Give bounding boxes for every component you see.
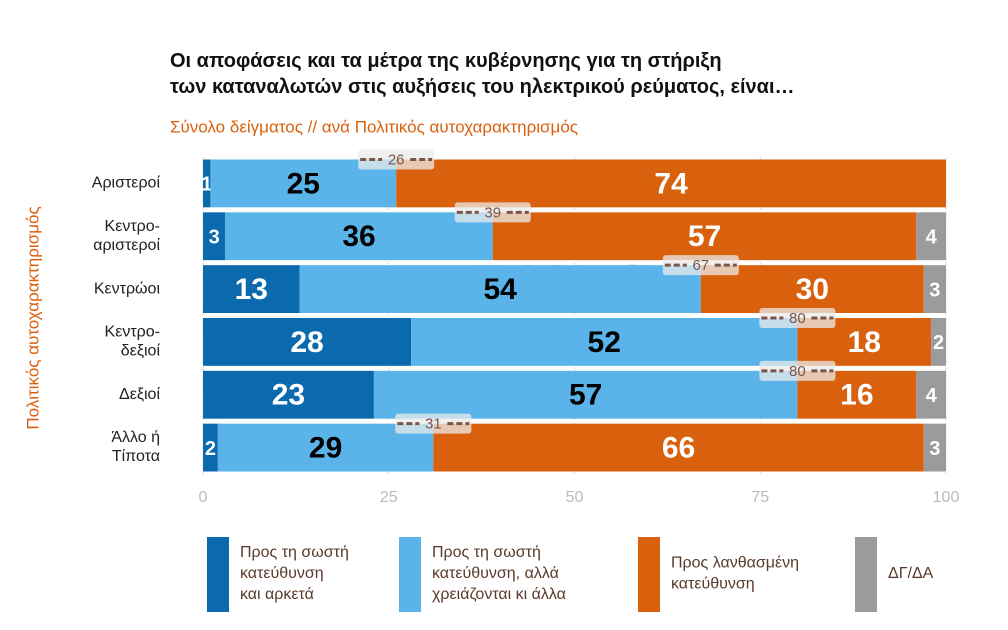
value-label: 4 <box>926 227 938 249</box>
sum-label-bg <box>454 202 531 223</box>
value-label: 13 <box>235 273 268 306</box>
value-label: 57 <box>569 379 602 412</box>
bar-segment <box>299 265 701 313</box>
bar-segment <box>203 423 218 472</box>
chart-title: Οι αποφάσεις και τα μέτρα της κυβέρνησης… <box>170 50 795 98</box>
bar-segment <box>203 265 300 313</box>
y-tick-label: Κεντρώοι <box>94 280 161 297</box>
legend-swatch <box>399 537 421 612</box>
sum-label-bg <box>662 255 739 276</box>
bar-segment <box>916 212 946 261</box>
sum-label: 39 <box>484 204 501 221</box>
bar-segment <box>923 265 946 313</box>
y-tick-label: Κεντρο-δεξιοί <box>105 324 161 360</box>
value-label: 23 <box>272 379 305 412</box>
x-tick-label: 0 <box>199 489 208 506</box>
bar-segment <box>203 370 374 419</box>
chart-subtitle: Σύνολο δείγματος // ανά Πολιτικός αυτοχα… <box>170 117 578 136</box>
bar-segment <box>225 212 493 261</box>
value-label: 3 <box>209 227 220 249</box>
value-label: 1 <box>201 174 212 196</box>
bar-segment <box>373 370 798 419</box>
value-label: 29 <box>309 432 342 465</box>
value-label: 30 <box>796 273 829 306</box>
bar-segment <box>916 370 946 419</box>
x-tick-label: 100 <box>933 489 960 506</box>
bar-segment <box>931 318 946 366</box>
sum-label: 67 <box>692 257 709 274</box>
legend-label: ΔΓ/ΔΑ <box>888 565 934 582</box>
value-label: 3 <box>929 438 940 460</box>
bar-segment <box>492 212 917 261</box>
sum-label: 26 <box>388 151 405 168</box>
value-label: 66 <box>662 432 695 465</box>
x-tick-label: 25 <box>380 489 398 506</box>
legend-swatch <box>855 537 877 612</box>
x-tick-label: 50 <box>566 489 584 506</box>
bar-segment <box>203 159 211 208</box>
sum-label: 31 <box>425 416 442 433</box>
value-label: 16 <box>840 379 873 412</box>
y-tick-label: Αριστεροί <box>92 175 161 192</box>
value-label: 74 <box>654 167 688 200</box>
value-label: 25 <box>287 167 320 200</box>
legend-label: Προς λανθασμένη κατεύθυνση <box>671 555 799 593</box>
value-label: 2 <box>205 438 216 460</box>
value-label: 54 <box>484 273 518 306</box>
legend-label: Προς τη σωστή κατεύθυνση, αλλά χρειάζονται… <box>432 544 566 603</box>
legend-label: Προς τη σωστή κατεύθυνση και αρκετά <box>240 544 349 603</box>
sum-label: 80 <box>789 363 806 380</box>
value-label: 52 <box>588 326 621 359</box>
y-tick-label: Κεντρο-αριστεροί <box>93 218 160 254</box>
legend-swatch <box>638 537 660 612</box>
sum-label-bg <box>759 308 836 328</box>
value-label: 2 <box>933 332 944 354</box>
sum-label-bg <box>759 360 836 381</box>
x-tick-label: 75 <box>751 489 769 506</box>
sum-label-bg <box>358 149 435 170</box>
y-tick-label: Δεξιοί <box>119 386 160 403</box>
bar-segment <box>923 423 946 472</box>
bar-segment <box>433 423 924 472</box>
sum-label: 80 <box>789 310 806 327</box>
value-label: 28 <box>290 326 323 359</box>
y-axis-label: Πολιτικός αυτοχαρακτηρισμός <box>23 206 42 429</box>
y-tick-label: Άλλο ή Τίποτα <box>111 429 160 465</box>
bar-segment <box>203 212 226 261</box>
bar-segment <box>396 159 946 208</box>
bar-segment <box>203 318 412 366</box>
legend-swatch <box>207 537 229 612</box>
value-label: 3 <box>929 279 940 301</box>
value-label: 4 <box>926 385 938 407</box>
value-label: 36 <box>342 220 375 253</box>
bar-segment <box>411 318 798 366</box>
sum-label-bg <box>395 413 472 434</box>
value-label: 18 <box>848 326 881 359</box>
value-label: 57 <box>688 220 721 253</box>
